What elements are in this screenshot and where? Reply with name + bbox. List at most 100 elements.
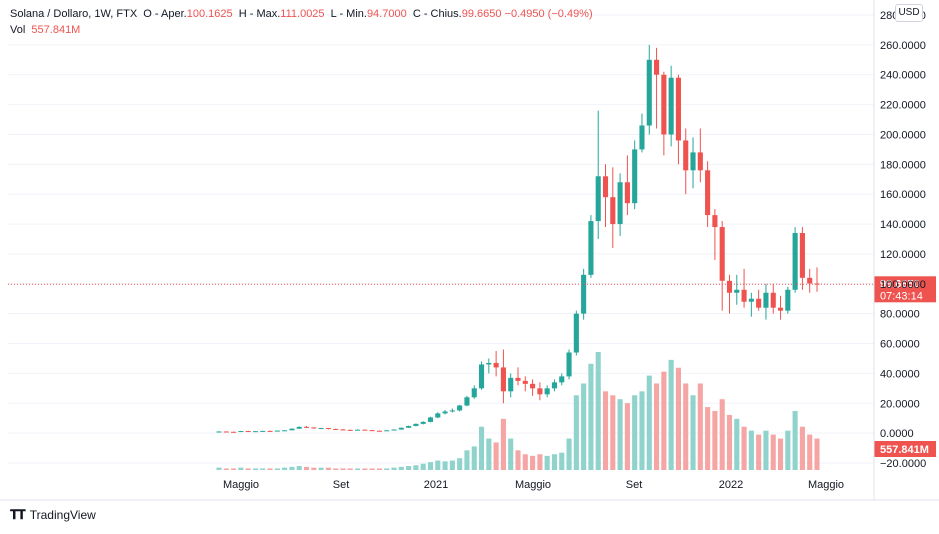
volume-bar (427, 462, 434, 470)
candle-body (617, 182, 623, 225)
volume-value: 557.841M (31, 24, 81, 36)
volume-bar (325, 467, 331, 470)
tradingview-logo[interactable]: 𝐓𝐓 TradingView (10, 507, 96, 523)
volume-bar (581, 383, 587, 470)
price-badge-value: 99.6650 (880, 278, 920, 290)
volume-bar (252, 468, 259, 470)
candle-body (413, 423, 419, 426)
y-tick-label: 220.0000 (880, 100, 926, 112)
candle-body (508, 377, 514, 392)
candle-body (719, 227, 725, 281)
volume-bar (274, 468, 280, 470)
volume-bar (318, 467, 324, 470)
volume-bar (420, 463, 426, 470)
candle-body (537, 388, 543, 395)
candle-body (544, 388, 550, 395)
volume-bar (398, 466, 404, 470)
time-axis: Maggio Set 2021 Maggio Set 2022 Maggio (223, 479, 844, 491)
candle-body (282, 430, 288, 432)
price-badge-countdown: 07:43:14 (880, 290, 923, 302)
candle-body (734, 289, 740, 293)
candle-body (296, 426, 302, 429)
low-value: 94.7000 (366, 8, 407, 20)
volume-bar (756, 434, 762, 470)
volume-bar (726, 414, 733, 470)
candle-body (668, 77, 674, 135)
volume-bar (544, 455, 550, 470)
candle-body (238, 431, 244, 433)
tradingview-icon: 𝐓𝐓 (10, 507, 26, 522)
volume-bar (493, 442, 499, 470)
candle-body (639, 125, 645, 150)
volume-bar (486, 438, 492, 470)
candle-body (573, 313, 579, 353)
candle-body (493, 362, 499, 368)
volume-bar (814, 438, 820, 470)
volume-bar (384, 468, 390, 470)
volume-bar (566, 438, 572, 470)
candle-body (551, 382, 558, 389)
volume-bar (654, 383, 660, 470)
chart-grid (8, 14, 874, 464)
candle-body (566, 352, 572, 377)
volume-bar (296, 466, 302, 470)
y-tick-label: 140.0000 (880, 219, 926, 231)
volume-bar (807, 434, 813, 470)
candle-body (632, 149, 638, 204)
candle-body (814, 283, 820, 285)
candle-body (559, 376, 565, 383)
candle-body (464, 397, 470, 406)
volume-bar (376, 468, 382, 470)
volume-bar (369, 468, 375, 470)
y-tick-label: 80.0000 (880, 309, 920, 321)
chart-legend: Solana / Dollaro, 1W, FTX O - Aper.100.1… (10, 6, 593, 38)
candle-body (602, 176, 609, 198)
y-tick-label: 60.0000 (880, 339, 920, 351)
candle-body (435, 413, 441, 418)
ohlc-row: Solana / Dollaro, 1W, FTX O - Aper.100.1… (10, 6, 593, 22)
candle-body (807, 277, 813, 284)
volume-bar (500, 418, 506, 470)
currency-button[interactable]: USD (895, 4, 923, 22)
candle-body (471, 388, 477, 398)
candle-body (683, 140, 689, 171)
candle-body (486, 362, 492, 365)
y-tick-label: 40.0000 (880, 368, 920, 380)
candle-body (654, 59, 660, 75)
volume-bar (792, 411, 798, 470)
volume-bar (646, 375, 652, 470)
candle-body (245, 431, 251, 433)
volume-bar (683, 383, 689, 470)
y-tick-label: −20.0000 (880, 458, 926, 470)
candle-body (741, 289, 747, 302)
candle-body (748, 298, 754, 302)
candle-body (289, 428, 295, 431)
volume-bar (347, 468, 353, 470)
volume-label[interactable]: Vol (10, 24, 26, 36)
volume-bar (216, 467, 222, 470)
volume-badge (874, 441, 936, 457)
y-tick-label: 160.0000 (880, 189, 926, 201)
candle-body (457, 405, 463, 411)
candle-body (697, 152, 703, 171)
y-tick-label: 120.0000 (880, 249, 926, 261)
candle-body (661, 74, 667, 135)
branding-text: TradingView (29, 508, 96, 522)
y-tick-label: 20.0000 (880, 398, 920, 410)
volume-badge-value: 557.841M (880, 444, 929, 456)
candle-body (449, 410, 455, 412)
low-label: L - Min. (330, 8, 367, 20)
volume-bar (748, 430, 754, 470)
volume-bar (413, 465, 419, 470)
y-tick-label: 240.0000 (880, 70, 926, 82)
volume-bar (777, 438, 784, 470)
candle-body (384, 430, 390, 432)
volume-bar (435, 460, 441, 470)
volume-bar (617, 399, 623, 470)
symbol-title[interactable]: Solana / Dollaro, 1W, FTX (10, 8, 138, 20)
candle-body (726, 280, 733, 293)
x-tick-label: Maggio (515, 479, 551, 491)
volume-bar (639, 391, 645, 470)
